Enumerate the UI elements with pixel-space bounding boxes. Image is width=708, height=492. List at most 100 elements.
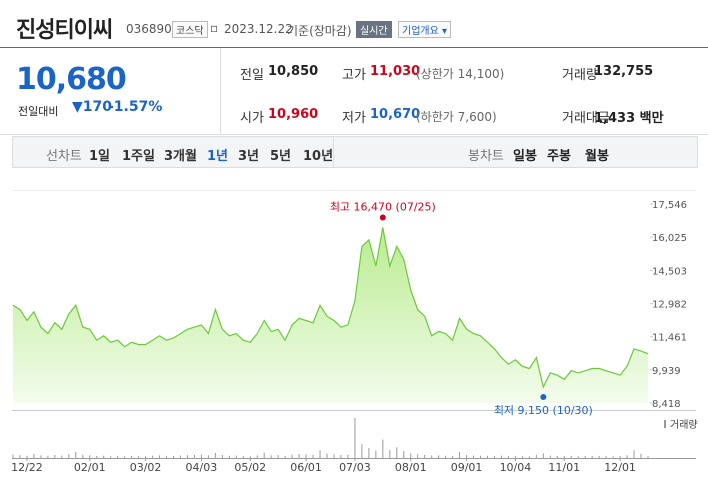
stat-value: 10,960 — [268, 107, 319, 122]
volume-bar — [214, 452, 216, 458]
volume-bar — [347, 454, 349, 458]
volume-bar — [26, 455, 28, 458]
x-tick-label: 11/01 — [548, 461, 580, 474]
volume-bar — [61, 455, 63, 458]
stat-label: 전일 — [240, 68, 264, 83]
stat-note: (하한가 7,600) — [416, 110, 497, 124]
volume-bar — [228, 455, 230, 458]
realtime-button[interactable]: 실시간 — [356, 21, 392, 38]
volume-bar — [389, 450, 391, 458]
volume-bar — [354, 418, 356, 458]
stat-label: 저가 — [342, 111, 366, 126]
volume-bar — [361, 444, 363, 458]
change-value: 170 — [82, 99, 113, 115]
market-badge: 코스닥 — [172, 21, 208, 38]
area — [13, 227, 648, 403]
tab-item[interactable]: 주봉 — [547, 149, 571, 164]
volume-bar — [473, 455, 475, 458]
stock-code: 036890 — [126, 22, 172, 36]
volume-bar — [382, 439, 384, 458]
volume-bar — [68, 454, 70, 458]
y-tick-label: 11,461 — [652, 333, 687, 344]
volume-bar — [431, 455, 433, 458]
volume-bar — [466, 455, 468, 458]
x-tick-label: 03/02 — [130, 461, 162, 474]
volume-bar — [619, 456, 621, 458]
change-pct: -1.57% — [108, 99, 163, 115]
divider — [333, 137, 334, 167]
frame — [12, 190, 696, 191]
volume-bar — [89, 455, 91, 458]
volume-bar — [152, 455, 154, 458]
divider — [220, 48, 221, 134]
volume-bar — [598, 456, 600, 458]
tab-item[interactable]: 10년 — [303, 149, 334, 164]
frame — [12, 458, 696, 459]
volume-bar — [103, 455, 105, 458]
y-tick-label: 16,025 — [652, 233, 687, 244]
tab-item[interactable]: 3년 — [238, 149, 260, 164]
volume-bar — [284, 455, 286, 458]
volume-bar — [556, 456, 558, 458]
x-tick-label: 02/01 — [74, 461, 106, 474]
tab-group-label[interactable]: 선차트 — [46, 149, 82, 164]
volume-bar — [249, 456, 251, 458]
x-tick-label: 07/03 — [339, 461, 371, 474]
volume-bar — [193, 454, 195, 458]
volume-bar — [493, 456, 495, 458]
volume-bar — [12, 454, 14, 458]
volume-bar — [514, 455, 516, 458]
tab-item[interactable]: 일봉 — [513, 149, 537, 164]
x-tick-label: 08/01 — [395, 461, 427, 474]
volume-bar — [117, 455, 119, 458]
x-tick-label: 12/01 — [604, 461, 636, 474]
volume-bar — [633, 450, 635, 458]
volume-bar — [179, 455, 181, 458]
tab-item[interactable]: 월봉 — [585, 149, 609, 164]
volume-bar — [605, 456, 607, 458]
volume-bar — [82, 454, 84, 458]
price-line — [12, 227, 649, 389]
volume-bar — [417, 454, 419, 458]
volume-bar — [54, 454, 56, 458]
overview-button[interactable]: 기업개요 ▾ — [398, 21, 452, 38]
volume-bar — [256, 455, 258, 458]
volume-bar — [75, 451, 77, 458]
volume-bar — [396, 447, 398, 458]
frame — [12, 410, 696, 411]
volume-bar — [480, 455, 482, 458]
volume-bar — [110, 456, 112, 458]
tab-item[interactable]: 1일 — [89, 149, 111, 164]
volume-bar — [305, 454, 307, 458]
volume-bar — [96, 456, 98, 458]
volume-bar — [570, 455, 572, 458]
volume-bar — [200, 454, 202, 458]
volume-bar — [138, 456, 140, 458]
tab-item[interactable]: 3개월 — [164, 149, 197, 164]
stat-label: 고가 — [342, 68, 366, 83]
stat-value: 1,433 백만 — [594, 111, 664, 126]
annotation-label: 최고 16,470 (07/25) — [330, 200, 436, 213]
volume-bar — [172, 456, 174, 458]
x-tick-label: 05/02 — [234, 461, 266, 474]
volume-bar — [403, 451, 405, 458]
tab-item[interactable]: 5년 — [270, 149, 292, 164]
price: 10,680 — [16, 62, 127, 97]
divider — [0, 47, 708, 48]
tab-item[interactable]: 1주일 — [122, 149, 155, 164]
tab-group-label[interactable]: 봉차트 — [468, 149, 504, 164]
volume-bar — [40, 455, 42, 458]
volume-bar — [207, 455, 209, 458]
stat-value: 11,030 — [370, 64, 421, 79]
annotation-marker — [379, 214, 386, 221]
volume-bar — [549, 455, 551, 458]
tab-item[interactable]: 1년 — [207, 149, 229, 164]
volume-bar — [528, 456, 530, 458]
volume-bar — [563, 456, 565, 458]
calendar-icon: ▫ — [210, 21, 219, 35]
volume-bar — [312, 454, 314, 458]
volume-bar — [459, 451, 461, 458]
volume-bar — [19, 455, 21, 458]
x-tick-label: 12/22 — [11, 461, 43, 474]
annotation-label: 최저 9,150 (10/30) — [494, 404, 593, 417]
